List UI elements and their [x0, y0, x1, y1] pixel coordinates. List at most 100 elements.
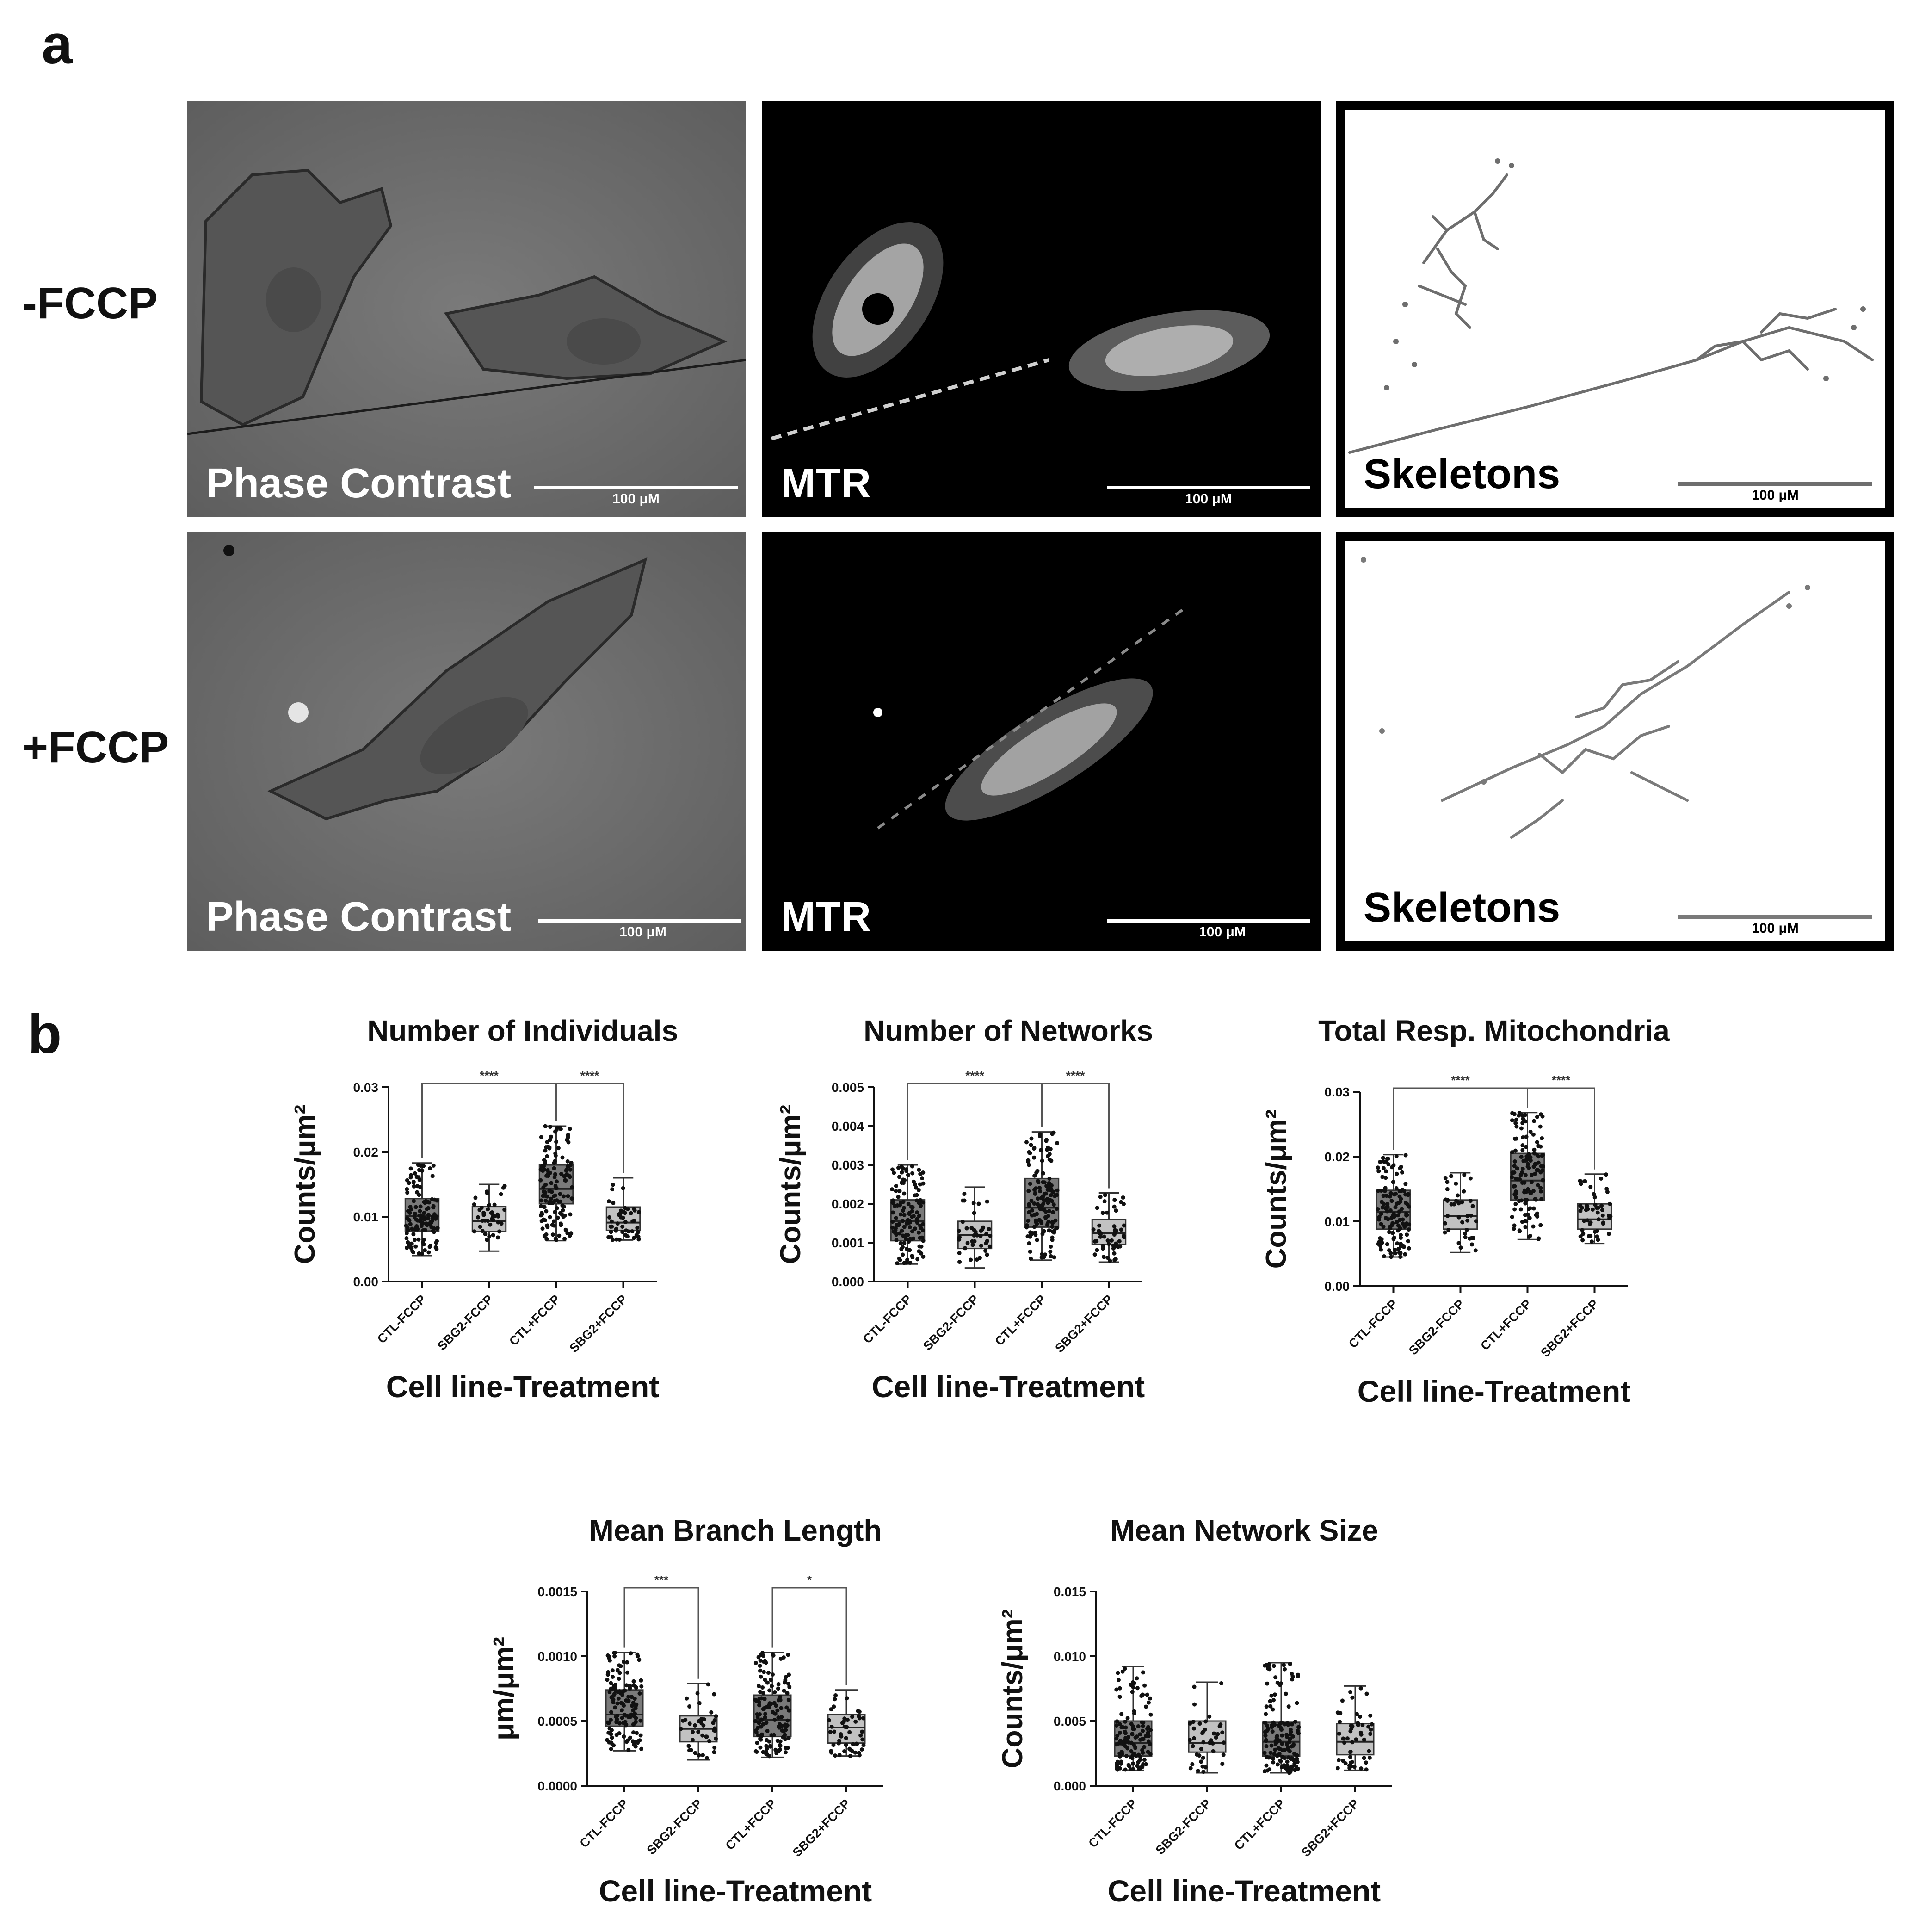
data-point — [1364, 1767, 1369, 1772]
x-tick-label: SBG2-FCCP — [920, 1292, 981, 1353]
data-point — [637, 1658, 642, 1662]
data-point — [706, 1682, 710, 1687]
data-point — [894, 1216, 898, 1220]
data-point — [617, 1731, 622, 1736]
image-label: MTR — [781, 460, 871, 507]
data-point — [1395, 1171, 1399, 1176]
data-point — [1286, 1722, 1290, 1727]
data-point — [1049, 1199, 1054, 1203]
data-point — [1148, 1712, 1153, 1717]
bracket-line — [907, 1083, 1043, 1160]
data-point — [558, 1192, 562, 1196]
data-point — [634, 1731, 639, 1735]
data-point — [919, 1251, 924, 1256]
data-point — [897, 1256, 901, 1261]
data-point — [895, 1203, 900, 1208]
data-point — [686, 1744, 691, 1748]
data-point — [763, 1678, 767, 1682]
data-point — [918, 1198, 923, 1202]
data-point — [1050, 1235, 1055, 1240]
data-point — [553, 1183, 558, 1188]
data-point — [623, 1720, 628, 1724]
data-point — [969, 1226, 974, 1230]
data-point — [780, 1728, 784, 1733]
data-point — [859, 1747, 864, 1752]
data-point — [483, 1218, 488, 1223]
data-points — [404, 1163, 440, 1256]
data-point — [767, 1739, 771, 1744]
data-point — [775, 1708, 780, 1713]
y-tick-label: 0.00 — [1325, 1279, 1350, 1294]
data-point — [1123, 1767, 1128, 1772]
data-point — [1285, 1759, 1290, 1764]
significance-label: **** — [1552, 1073, 1571, 1087]
data-point — [960, 1220, 965, 1224]
data-point — [609, 1710, 613, 1715]
data-point — [1211, 1749, 1216, 1753]
data-point — [956, 1229, 961, 1233]
data-point — [1273, 1747, 1277, 1752]
data-point — [979, 1243, 983, 1248]
data-points — [1091, 1193, 1126, 1263]
data-points — [1114, 1666, 1153, 1772]
scale-bar — [1107, 486, 1310, 489]
data-point — [1286, 1704, 1291, 1709]
data-point — [407, 1218, 412, 1223]
data-point — [552, 1159, 557, 1164]
data-point — [757, 1697, 762, 1701]
data-point — [1144, 1762, 1148, 1766]
data-point — [921, 1238, 926, 1243]
data-points — [1262, 1662, 1301, 1775]
data-point — [1131, 1767, 1135, 1771]
data-point — [1130, 1690, 1135, 1694]
data-point — [1449, 1202, 1454, 1207]
data-point — [1049, 1245, 1053, 1249]
data-point — [620, 1692, 625, 1697]
data-point — [1446, 1227, 1451, 1232]
data-point — [915, 1220, 919, 1225]
data-point — [1221, 1752, 1226, 1757]
data-point — [476, 1215, 481, 1220]
data-point — [610, 1735, 614, 1740]
data-point — [1401, 1221, 1405, 1226]
data-point — [410, 1249, 415, 1254]
data-point — [1538, 1223, 1543, 1227]
data-point — [1540, 1168, 1545, 1173]
phase-contrast-image-minus-fccp: Phase Contrast 100 μM — [187, 101, 746, 517]
data-point — [609, 1681, 613, 1685]
data-point — [548, 1215, 552, 1220]
data-point — [1273, 1675, 1278, 1680]
data-point — [478, 1225, 482, 1229]
data-point — [709, 1710, 714, 1715]
data-point — [1584, 1208, 1588, 1212]
data-point — [1028, 1230, 1033, 1235]
data-point — [1263, 1734, 1268, 1738]
data-point — [895, 1261, 900, 1266]
data-point — [1290, 1722, 1294, 1727]
significance-bracket: **** — [907, 1069, 1043, 1160]
data-point — [787, 1672, 791, 1677]
data-point — [1376, 1165, 1380, 1170]
data-point — [763, 1659, 767, 1663]
data-point — [1341, 1736, 1345, 1741]
bracket-line — [771, 1587, 847, 1685]
data-point — [406, 1209, 410, 1214]
data-point — [1102, 1199, 1107, 1203]
data-point — [766, 1671, 771, 1675]
data-point — [1288, 1737, 1292, 1742]
data-point — [1098, 1231, 1102, 1236]
data-point — [1133, 1746, 1138, 1750]
data-point — [1220, 1730, 1225, 1735]
data-point — [632, 1236, 636, 1240]
data-point — [624, 1683, 629, 1688]
data-point — [607, 1740, 611, 1745]
data-point — [617, 1663, 622, 1668]
data-point — [617, 1721, 622, 1726]
data-point — [611, 1697, 616, 1702]
data-point — [1595, 1234, 1599, 1239]
data-point — [1532, 1147, 1537, 1152]
data-point — [1141, 1720, 1146, 1725]
x-tick-label: SBG2-FCCP — [435, 1292, 496, 1353]
data-point — [1115, 1764, 1119, 1769]
data-point — [1042, 1229, 1046, 1233]
